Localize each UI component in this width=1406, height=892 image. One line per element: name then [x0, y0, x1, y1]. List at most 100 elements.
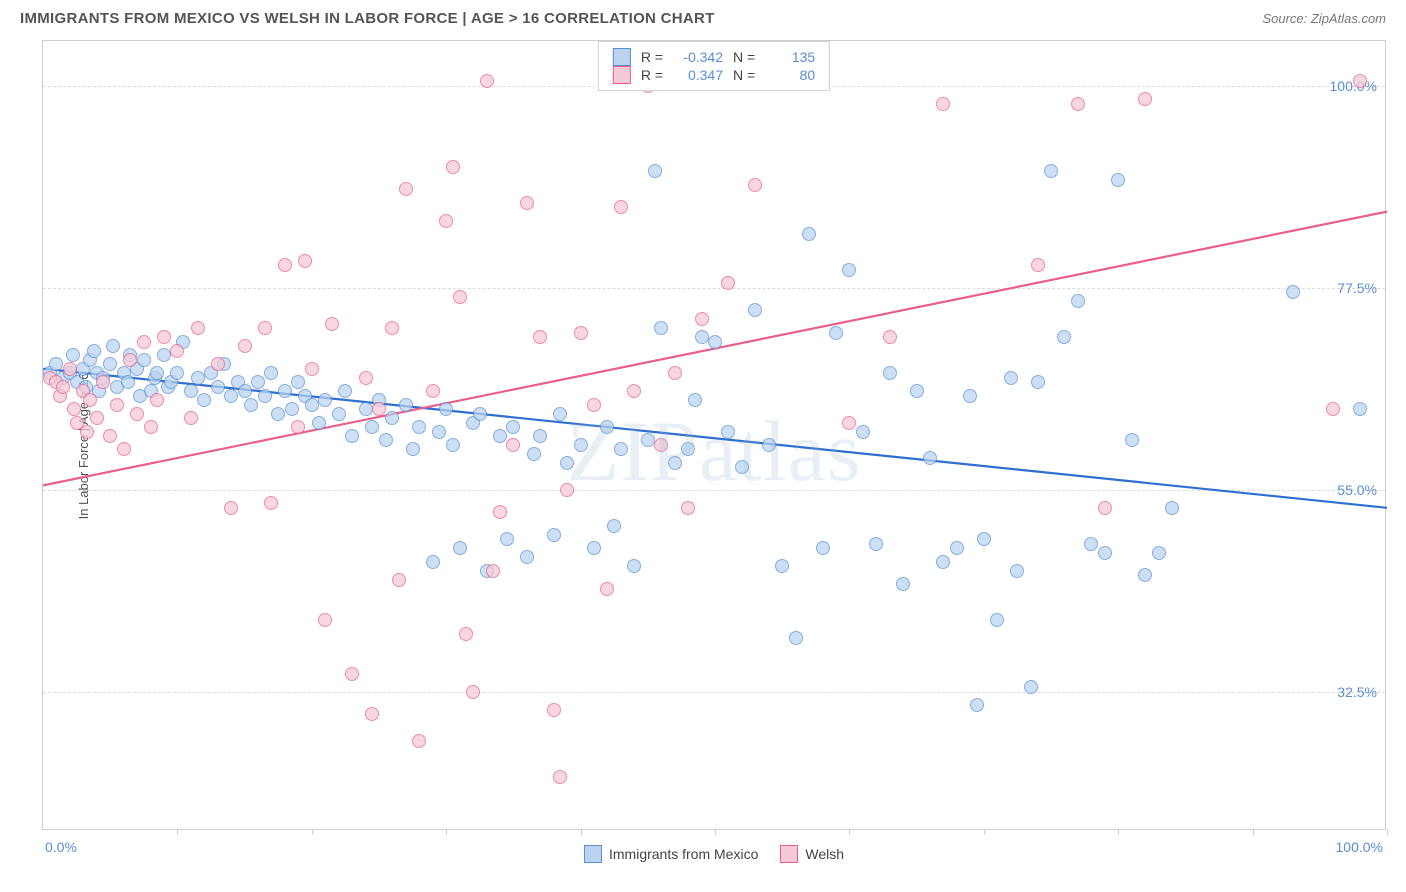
scatter-point [688, 393, 702, 407]
scatter-point [654, 321, 668, 335]
correlation-legend: R =-0.342N =135R =0.347N =80 [598, 41, 830, 91]
scatter-point [312, 416, 326, 430]
scatter-point [473, 407, 487, 421]
scatter-point [936, 555, 950, 569]
scatter-point [627, 559, 641, 573]
scatter-point [816, 541, 830, 555]
scatter-point [399, 182, 413, 196]
scatter-point [446, 160, 460, 174]
scatter-point [1138, 568, 1152, 582]
x-tick-label: 0.0% [45, 839, 77, 855]
scatter-point [910, 384, 924, 398]
legend-n-value: 80 [765, 67, 815, 83]
scatter-point [735, 460, 749, 474]
scatter-point [856, 425, 870, 439]
scatter-point [90, 411, 104, 425]
scatter-point [87, 344, 101, 358]
scatter-point [721, 425, 735, 439]
scatter-point [412, 420, 426, 434]
scatter-point [432, 425, 446, 439]
scatter-point [486, 564, 500, 578]
scatter-point [695, 330, 709, 344]
scatter-point [493, 505, 507, 519]
legend-r-label: R = [641, 49, 663, 65]
scatter-point [251, 375, 265, 389]
scatter-point [842, 263, 856, 277]
scatter-point [385, 411, 399, 425]
scatter-point [264, 366, 278, 380]
scatter-point [1004, 371, 1018, 385]
scatter-point [506, 420, 520, 434]
scatter-point [614, 200, 628, 214]
scatter-point [1326, 402, 1340, 416]
scatter-point [1098, 501, 1112, 515]
scatter-point [365, 707, 379, 721]
scatter-point [264, 496, 278, 510]
scatter-point [117, 442, 131, 456]
scatter-point [1044, 164, 1058, 178]
scatter-point [963, 389, 977, 403]
scatter-point [291, 420, 305, 434]
scatter-point [1084, 537, 1098, 551]
legend-n-label: N = [733, 49, 755, 65]
scatter-point [641, 433, 655, 447]
scatter-point [83, 393, 97, 407]
scatter-point [574, 326, 588, 340]
scatter-point [970, 698, 984, 712]
scatter-point [271, 407, 285, 421]
scatter-point [406, 442, 420, 456]
scatter-point [291, 375, 305, 389]
scatter-point [385, 321, 399, 335]
scatter-point [137, 353, 151, 367]
scatter-point [170, 344, 184, 358]
scatter-point [695, 312, 709, 326]
legend-label: Immigrants from Mexico [609, 846, 758, 862]
scatter-point [1098, 546, 1112, 560]
scatter-point [600, 582, 614, 596]
scatter-point [170, 366, 184, 380]
scatter-point [412, 734, 426, 748]
scatter-point [399, 398, 413, 412]
scatter-point [318, 393, 332, 407]
scatter-point [453, 541, 467, 555]
scatter-point [627, 384, 641, 398]
scatter-point [345, 667, 359, 681]
legend-swatch [780, 845, 798, 863]
scatter-point [1125, 433, 1139, 447]
scatter-point [1057, 330, 1071, 344]
scatter-point [49, 357, 63, 371]
scatter-point [66, 348, 80, 362]
scatter-point [157, 348, 171, 362]
scatter-point [560, 483, 574, 497]
scatter-point [106, 339, 120, 353]
source-label: Source: ZipAtlas.com [1262, 11, 1386, 26]
scatter-point [121, 375, 135, 389]
scatter-point [318, 613, 332, 627]
scatter-point [184, 384, 198, 398]
scatter-point [244, 398, 258, 412]
scatter-point [1031, 375, 1045, 389]
scatter-point [359, 371, 373, 385]
scatter-point [123, 353, 137, 367]
scatter-point [547, 528, 561, 542]
scatter-point [372, 402, 386, 416]
scatter-point [480, 74, 494, 88]
legend-r-label: R = [641, 67, 663, 83]
scatter-point [681, 501, 695, 515]
legend-row: R =0.347N =80 [613, 66, 815, 84]
scatter-point [574, 438, 588, 452]
legend-n-label: N = [733, 67, 755, 83]
scatter-point [224, 389, 238, 403]
x-tick [1387, 829, 1388, 835]
scatter-point [459, 627, 473, 641]
scatter-point [338, 384, 352, 398]
scatter-point [325, 317, 339, 331]
scatter-point [466, 685, 480, 699]
scatter-point [110, 398, 124, 412]
scatter-point [762, 438, 776, 452]
scatter-point [607, 519, 621, 533]
scatter-point [184, 411, 198, 425]
x-tick-label: 100.0% [1336, 839, 1383, 855]
scatter-point [553, 770, 567, 784]
scatter-point [1071, 294, 1085, 308]
